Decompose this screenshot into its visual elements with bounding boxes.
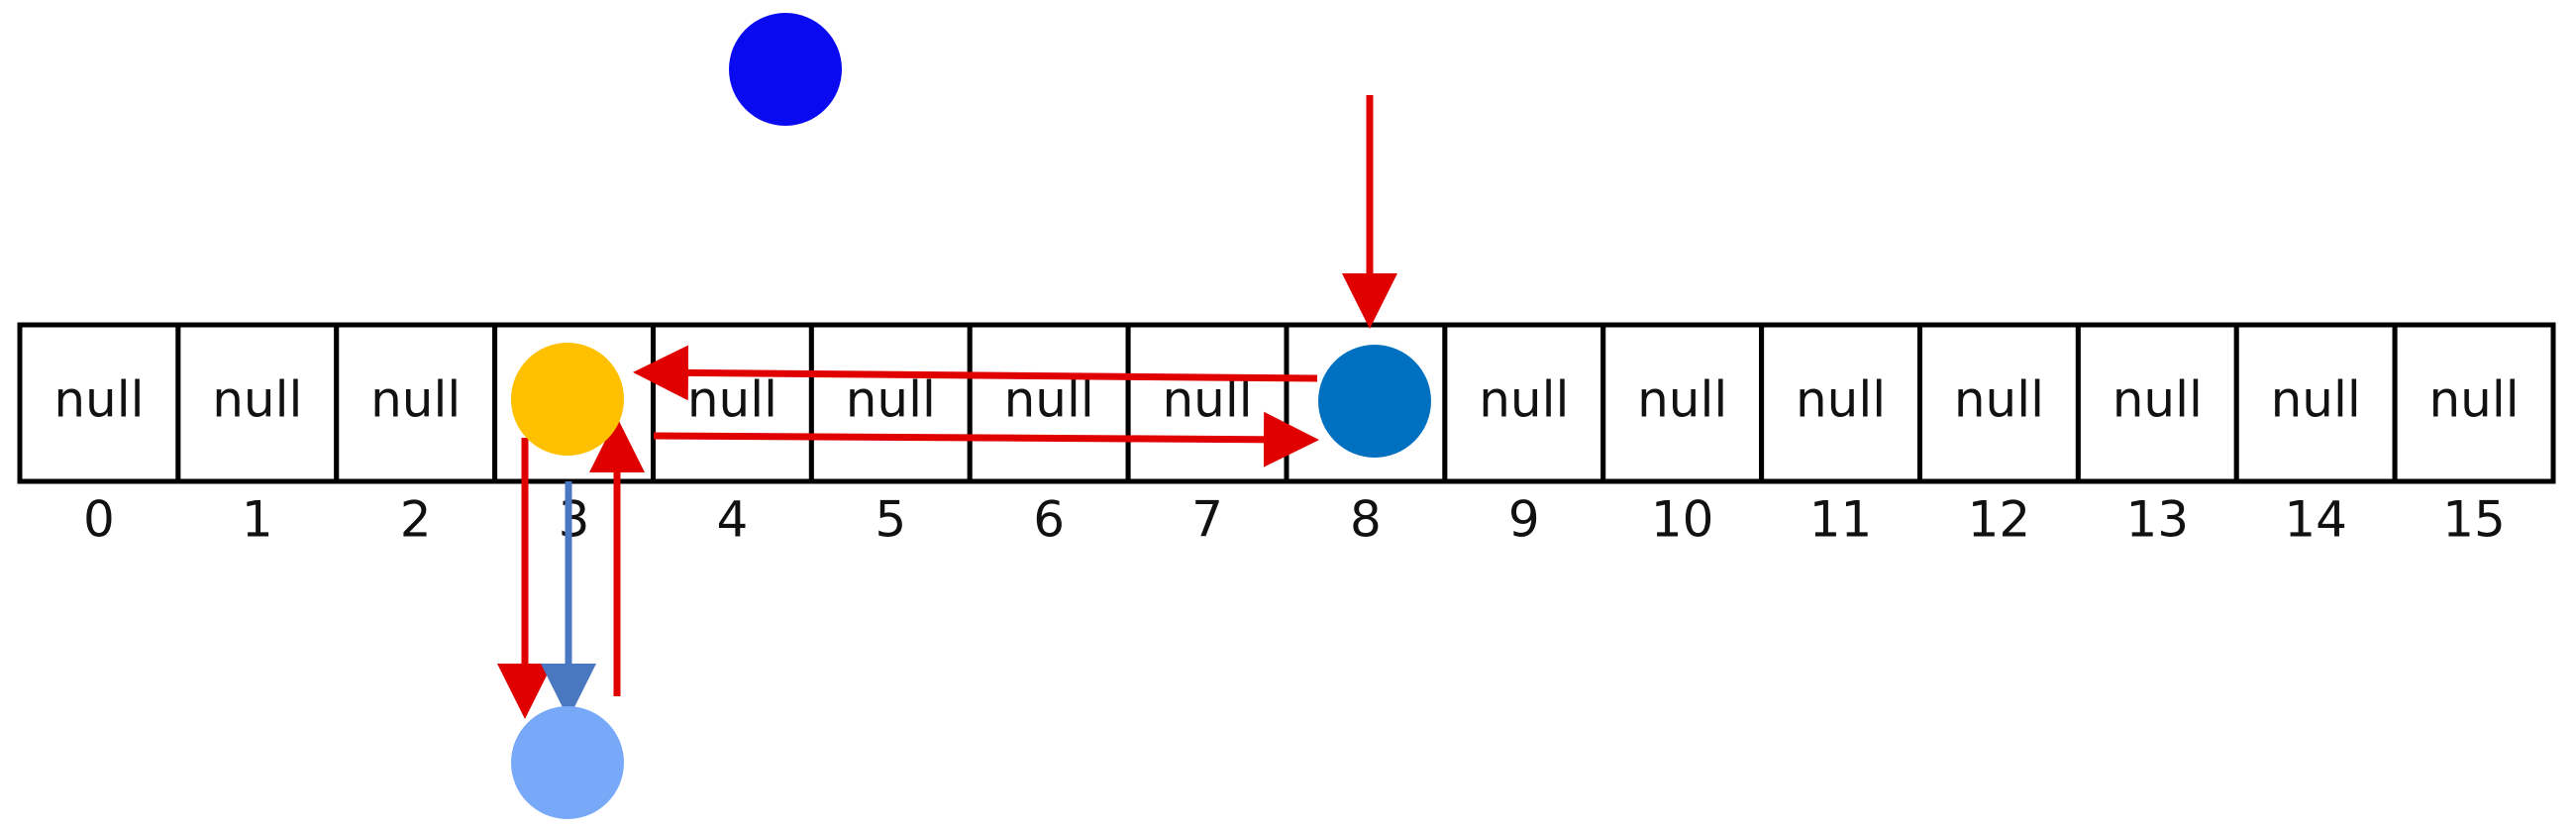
array-cell-9	[1442, 322, 1606, 484]
bucket-8-node	[1318, 345, 1431, 458]
cell-value-5: null	[846, 371, 936, 429]
cell-value-1: null	[212, 371, 302, 429]
array-cell-13	[2075, 322, 2239, 484]
cell-value-11: null	[1796, 371, 1886, 429]
array-cell-12	[1917, 322, 2081, 484]
array-cell-15	[2392, 322, 2556, 484]
array-indices: 0 1 2 3 4 5 6 7 8 9 10 11 12 13 14 15	[83, 491, 2506, 549]
floating-node	[729, 13, 842, 126]
cell-value-15: null	[2428, 371, 2519, 429]
cell-value-6: null	[1004, 371, 1094, 429]
index-label-11: 11	[1809, 491, 1873, 549]
array-cell-11	[1759, 322, 1922, 484]
cell-value-13: null	[2112, 371, 2203, 429]
array-cell-7	[1125, 322, 1289, 484]
array-cells: null null null null null null null null null null…	[17, 322, 2556, 484]
array-cell-6	[967, 322, 1131, 484]
index-label-10: 10	[1651, 491, 1714, 549]
index-label-4: 4	[717, 491, 749, 549]
bucket-3-node	[511, 343, 624, 456]
cell-value-2: null	[370, 371, 461, 429]
index-label-5: 5	[875, 491, 906, 549]
index-label-13: 13	[2126, 491, 2190, 549]
array-cell-10	[1600, 322, 1765, 484]
index-label-7: 7	[1191, 491, 1223, 549]
cell-value-0: null	[53, 371, 144, 429]
index-label-9: 9	[1508, 491, 1540, 549]
index-label-6: 6	[1033, 491, 1065, 549]
array-cell-0	[17, 322, 181, 484]
cell-value-14: null	[2271, 371, 2361, 429]
chained-node	[511, 706, 624, 819]
arrow-8-to-3	[633, 345, 1318, 401]
index-label-3: 3	[559, 491, 590, 549]
cell-value-9: null	[1479, 371, 1569, 429]
array-cell-2	[334, 322, 498, 484]
index-label-12: 12	[1968, 491, 2031, 549]
index-label-14: 14	[2284, 491, 2347, 549]
index-label-1: 1	[242, 491, 273, 549]
index-label-0: 0	[83, 491, 115, 549]
index-label-8: 8	[1350, 491, 1382, 549]
array-cell-1	[175, 322, 340, 484]
index-label-15: 15	[2442, 491, 2506, 549]
arrow-3-to-8	[653, 411, 1319, 467]
cell-value-4: null	[687, 371, 777, 429]
index-label-2: 2	[400, 491, 432, 549]
cell-value-12: null	[1954, 371, 2044, 429]
array-cell-5	[808, 322, 973, 484]
cell-value-10: null	[1637, 371, 1727, 429]
